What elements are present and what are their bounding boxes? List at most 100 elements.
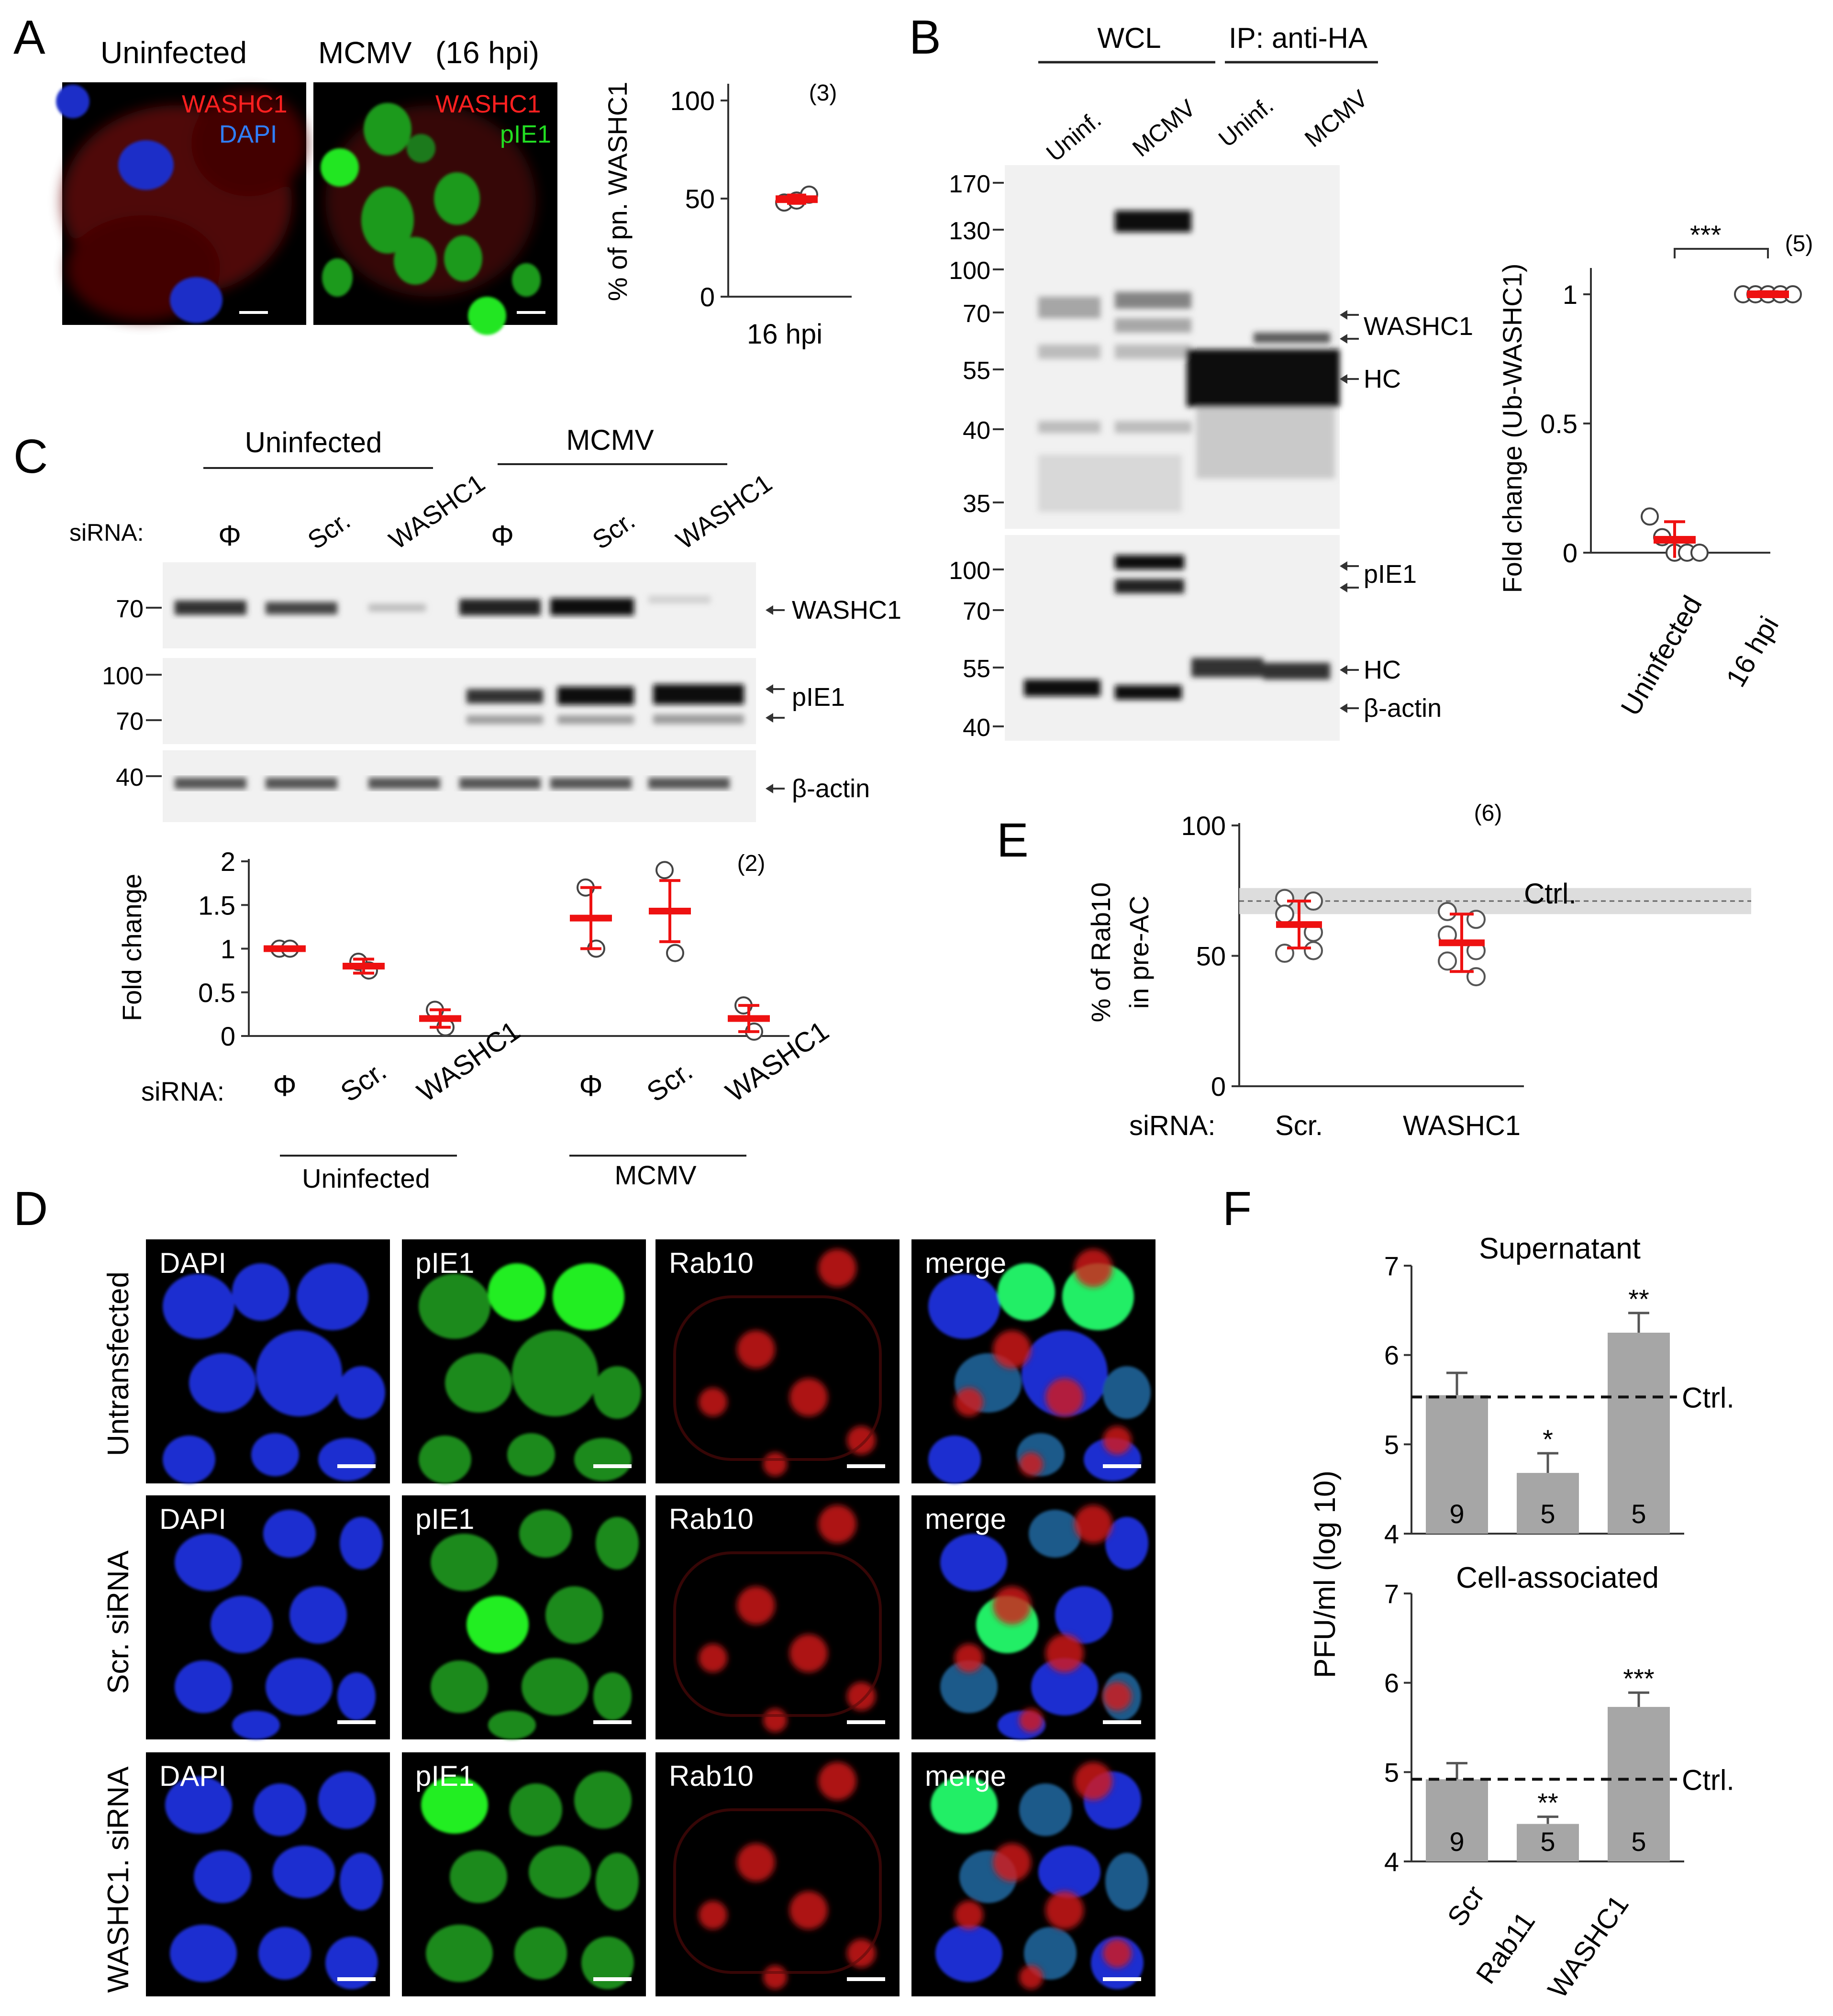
panel-f-1-ytick-label-2: 6 xyxy=(1384,1668,1399,1698)
panel-c-arrow-label-0: WASHC1 xyxy=(792,596,901,624)
panel-letter-a: A xyxy=(13,11,45,64)
panel-d-nucleus-2-3-4 xyxy=(1038,1846,1100,1898)
panel-d-image-r1-c4: merge xyxy=(911,1239,1155,1483)
panel-d-nucleus-0-0-5 xyxy=(337,1366,385,1419)
panel-d-nucleus-0-1-1 xyxy=(488,1263,545,1321)
panel-d-rab10-spot-1-2-0 xyxy=(818,1505,856,1543)
panel-d-scalebar-r3-c4 xyxy=(1103,1977,1141,1981)
panel-f-0-ytick-label-2: 6 xyxy=(1384,1340,1399,1370)
panel-c-chart: 0 0.5 1 1.5 2 Fold change (2) siRNA: Φ Scr. WA… xyxy=(117,846,834,1193)
panel-f-0-sig-2: ** xyxy=(1628,1284,1649,1314)
panel-d-nucleus-1-3-2 xyxy=(1105,1517,1148,1570)
panel-f-1-bar-0 xyxy=(1426,1779,1488,1861)
panel-d-nucleus-2-1-7 xyxy=(514,1927,567,1980)
panel-e-point-1-4 xyxy=(1438,951,1457,971)
panel-b-lane-1: Uninf. xyxy=(1041,106,1106,167)
panel-d-rab10-spot-2-2-0 xyxy=(818,1762,856,1800)
panel-d-nucleus-1-0-3 xyxy=(211,1596,273,1653)
panel-d-image-r1-c1: DAPI xyxy=(146,1239,390,1483)
panel-b-mw-bottom-70: 70 xyxy=(963,598,990,625)
panel-d-rab10-spot-2-2-4 xyxy=(699,1901,727,1929)
panel-c-mw-1-100: 100 xyxy=(102,662,144,690)
panel-a-yticks: 0 50 100 xyxy=(670,86,728,312)
panel-e-point-0-5 xyxy=(1304,941,1323,960)
panel-d-rab10-signal-r1-c3 xyxy=(699,1249,876,1476)
panel-e-ylabel-1: % of Rab10 xyxy=(1086,882,1116,1023)
panel-b-arrow-label-pie1: pIE1 xyxy=(1364,560,1417,589)
panel-d-nucleus-0-1-7 xyxy=(507,1433,555,1476)
panel-f-1-n-2: 5 xyxy=(1631,1827,1646,1857)
panel-d-nucleus-0-1-2 xyxy=(553,1263,624,1330)
panel-f-ylabel: PFU/ml (log 10) xyxy=(1309,1470,1342,1678)
panel-c-lane-5: WASHC1 xyxy=(671,468,777,555)
panel-a-img2-label-2: pIE1 xyxy=(500,121,551,148)
panel-d-rab10-spot-1-3-1 xyxy=(993,1586,1031,1625)
panel-d-col-label-r3-c3: Rab10 xyxy=(669,1760,754,1792)
panel-e-marks xyxy=(1275,889,1486,987)
panel-c-arrow-head-2 xyxy=(766,713,773,723)
panel-d-rab10-spot-0-2-4 xyxy=(699,1388,727,1416)
panel-d-nucleus-0-0-4 xyxy=(256,1330,342,1416)
panel-d-nucleus-1-1-8 xyxy=(488,1711,536,1739)
panel-d-nucleus-0-0-2 xyxy=(297,1263,368,1330)
panel-b-blot-bottom xyxy=(1005,535,1340,741)
panel-e-point-0-0 xyxy=(1275,889,1294,908)
panel-c-blot-actin xyxy=(163,750,756,822)
panel-f-0-n-0: 9 xyxy=(1449,1499,1464,1529)
panel-f-1-ytick-label-1: 5 xyxy=(1384,1757,1399,1787)
panel-b-arrow-head-1 xyxy=(1340,334,1347,344)
panel-c-xtick-4: Scr. xyxy=(641,1055,698,1108)
panel-b-header-wcl: WCL xyxy=(1097,22,1161,54)
panel-d-scalebar-r1-c3 xyxy=(847,1464,885,1468)
panel-b-arrow-head-5 xyxy=(1340,665,1347,675)
panel-b-point-0-0 xyxy=(1641,507,1659,526)
panel-c-mw-0-70: 70 xyxy=(116,595,144,623)
panel-d-col-label-r2-c1: DAPI xyxy=(159,1503,226,1535)
panel-f-1-bar-1 xyxy=(1517,1824,1579,1861)
panel-a-image-uninfected xyxy=(56,82,306,325)
panel-d-rab10-spot-0-3-5 xyxy=(1019,1452,1043,1476)
panel-c-ytick-tick-label-0: 0 xyxy=(221,1021,235,1051)
panel-e-xtick-2: WASHC1 xyxy=(1403,1110,1521,1141)
panel-d-nucleus-2-0-7 xyxy=(258,1927,311,1980)
panel-b-header-ip: IP: anti-HA xyxy=(1229,22,1367,54)
panel-d-col-label-r3-c1: DAPI xyxy=(159,1760,226,1792)
panel-d-rab10-outline-r1 xyxy=(673,1295,882,1461)
panel-d-nucleus-0-3-6 xyxy=(928,1436,981,1483)
panel-f-title-1: Supernatant xyxy=(1479,1232,1641,1265)
panel-a: Uninfected MCMV (16 hpi) WASHC1 DAPI xyxy=(56,35,852,350)
panel-c-lane-1: Scr. xyxy=(302,506,355,555)
panel-f-0-bar-1 xyxy=(1517,1473,1579,1534)
panel-d-nucleus-2-0-5 xyxy=(340,1853,383,1910)
panel-c-lane-labels: Φ Scr. WASHC1 Φ Scr. WASHC1 xyxy=(218,468,777,555)
panel-b-ytick-tick-label-2: 1 xyxy=(1563,279,1577,310)
panel-f-1-n-1: 5 xyxy=(1540,1827,1555,1857)
panel-d-nucleus-1-1-5 xyxy=(431,1660,488,1713)
panel-d-nucleus-1-3-0 xyxy=(940,1534,1007,1591)
panel-c-lane-2: WASHC1 xyxy=(384,468,490,555)
panel-d-rab10-spot-2-2-3 xyxy=(847,1939,876,1968)
panel-f-1-sig-2: *** xyxy=(1623,1663,1654,1693)
panel-b-lane-3: Uninf. xyxy=(1213,92,1278,153)
panel-b-chart: 00.51 Fold change (Ub-WASHC1) *** (5) Un… xyxy=(1497,220,1813,721)
panel-d-image-content-r1-c1 xyxy=(163,1263,385,1483)
panel-d-scalebar-r2-c2 xyxy=(593,1720,632,1724)
panel-c-xtick-0: Φ xyxy=(273,1069,296,1103)
panel-d-nucleus-2-3-1 xyxy=(1019,1783,1072,1836)
panel-d-image-content-r1-c2 xyxy=(419,1263,641,1483)
panel-a-image-mcmv xyxy=(313,82,557,335)
panel-f-1-ytick-label-0: 4 xyxy=(1384,1847,1399,1877)
panel-e-n-label: (6) xyxy=(1474,801,1502,826)
panel-b-xtick-1: Uninfected xyxy=(1615,590,1708,721)
panel-c-blot-washc1 xyxy=(163,562,756,648)
panel-d-nucleus-1-1-6 xyxy=(522,1658,589,1715)
panel-d-scalebar-r2-c3 xyxy=(847,1720,885,1724)
panel-d-nucleus-1-3-6 xyxy=(1031,1658,1098,1715)
panel-f-1-n-0: 9 xyxy=(1449,1827,1464,1857)
panel-e-ytick-tick-label-0: 0 xyxy=(1211,1071,1226,1102)
panel-b-arrow-head-0 xyxy=(1340,310,1347,320)
panel-d-rab10-spot-1-3-5 xyxy=(1019,1708,1043,1732)
panel-f-1-ytick-label-3: 7 xyxy=(1384,1579,1399,1609)
panel-d-rab10-spot-0-2-1 xyxy=(737,1330,775,1369)
panel-c-group-1: Uninfected xyxy=(245,426,382,458)
